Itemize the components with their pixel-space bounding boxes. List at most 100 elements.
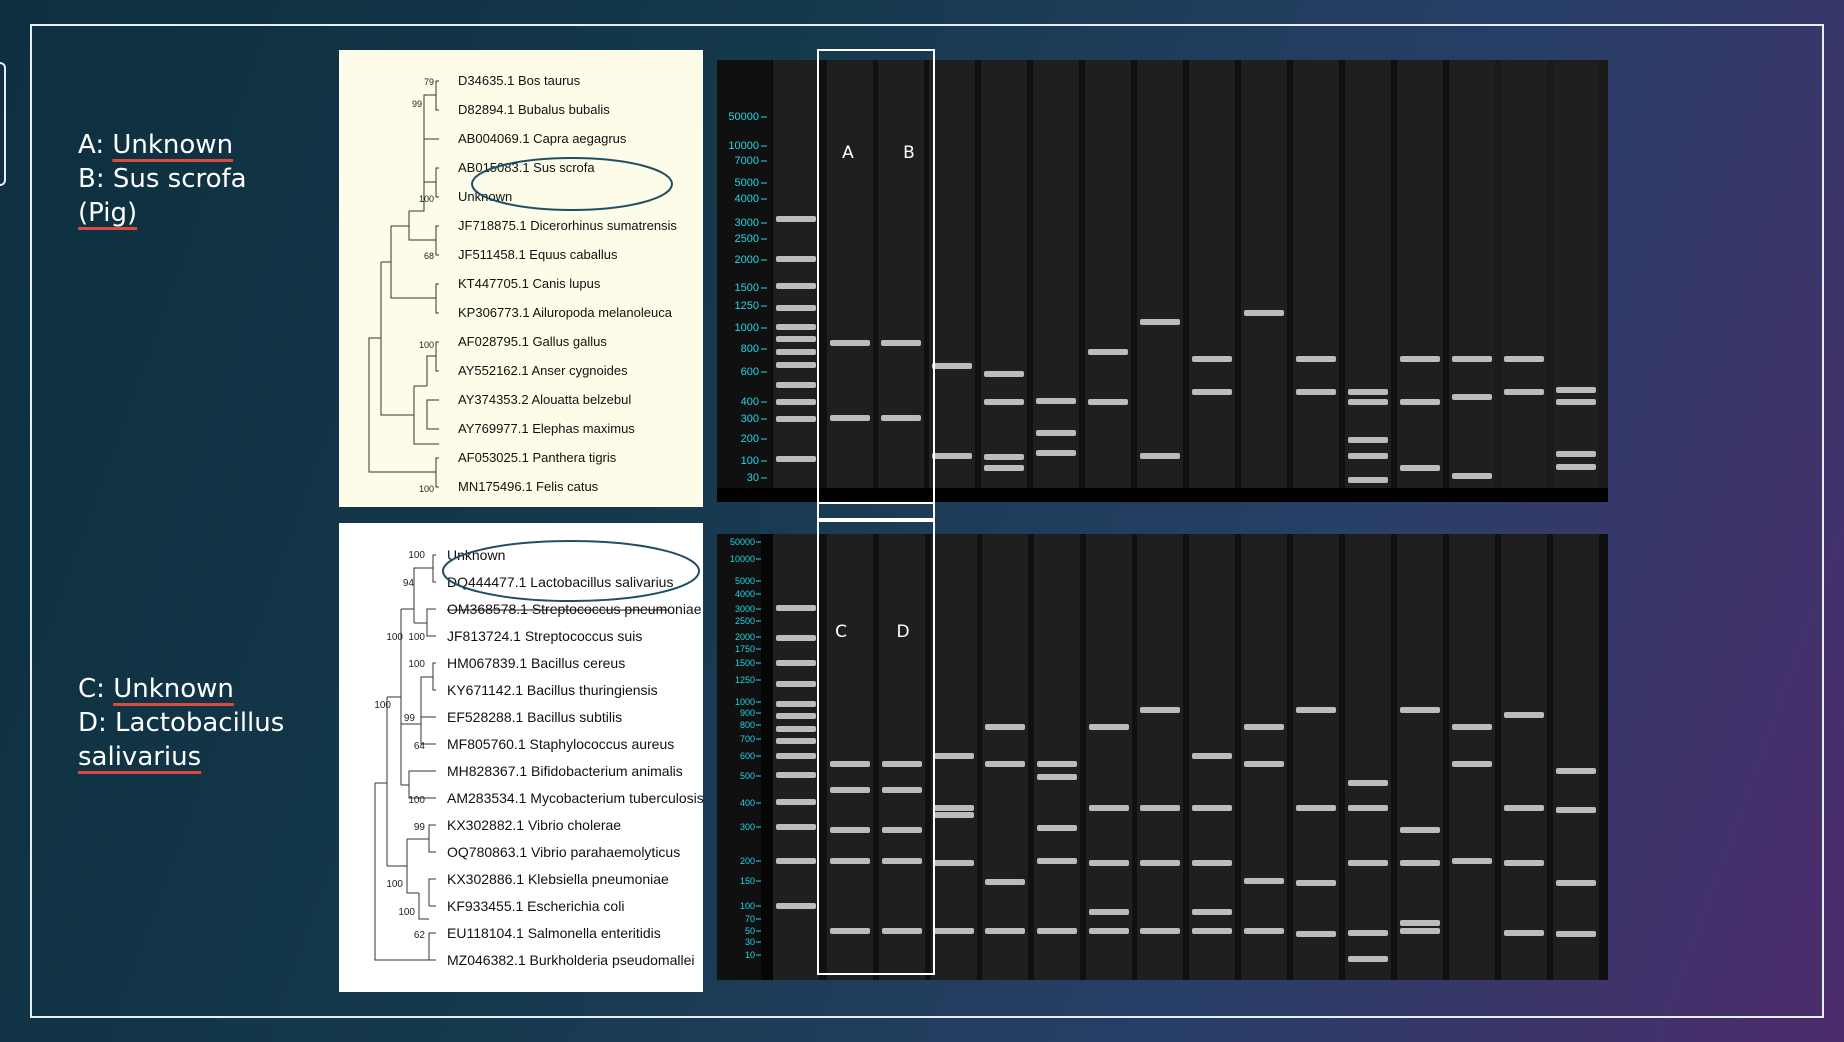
gel-band: [1400, 399, 1440, 405]
tree-bottom-leaf: KF933455.1 Escherichia coli: [447, 898, 624, 914]
gel-band: [776, 216, 816, 222]
gel-band: [1504, 356, 1544, 362]
gel-band: [776, 753, 816, 759]
gel-band: [1089, 909, 1129, 915]
ladder-label: 1250: [735, 675, 755, 685]
ladder-label: 4000: [735, 193, 759, 205]
gel-band: [776, 256, 816, 262]
gel-lane: [982, 534, 1028, 980]
lane-letter-a: A: [842, 143, 854, 163]
gel-lane: [1345, 60, 1391, 488]
side-tab: [0, 62, 6, 186]
gel-band: [1400, 928, 1440, 934]
tree-bottom-leaf: DQ444477.1 Lactobacillus salivarius: [447, 574, 673, 590]
ladder-label: 50000: [728, 111, 759, 123]
tree-bottom-leaf: OQ780863.1 Vibrio parahaemolyticus: [447, 844, 680, 860]
ladder-label: 2500: [735, 233, 759, 245]
tree-bottom-bootstrap: 100: [374, 700, 391, 711]
gel-band: [1348, 389, 1388, 395]
gel-band: [776, 305, 816, 311]
ladder-label: 5000: [735, 177, 759, 189]
tree-bottom-bootstrap: 99: [404, 713, 416, 724]
tree-bottom-svg: Unknown DQ444477.1 Lactobacillus salivar…: [374, 540, 703, 968]
tree-bottom-bootstrap: 100: [408, 632, 425, 643]
gel-band: [776, 324, 816, 330]
tree-bottom-leaf: HM067839.1 Bacillus cereus: [447, 655, 625, 671]
gel-lane: [1553, 534, 1599, 980]
ladder-label: 100: [740, 901, 755, 911]
gel-lane: [929, 60, 975, 488]
gel-band: [934, 860, 974, 866]
tree-bottom-leaf: KX302886.1 Klebsiella pneumoniae: [447, 871, 669, 887]
gel-band: [984, 454, 1024, 460]
gel-band: [881, 415, 921, 421]
gel-band: [776, 283, 816, 289]
gel-band: [1452, 761, 1492, 767]
gel-band: [776, 382, 816, 388]
gel-lane: [1397, 534, 1443, 980]
caption-line-d: D: Lactobacillus: [78, 708, 285, 738]
gel-lane: [1449, 60, 1495, 488]
gel-band: [1296, 356, 1336, 362]
gel-band: [1037, 774, 1077, 780]
gel-band: [1244, 878, 1284, 884]
gel-band: [932, 453, 972, 459]
highlight-box-bottom: [817, 520, 935, 975]
gel-band: [882, 787, 922, 793]
gel-band: [830, 787, 870, 793]
gel-band: [1348, 860, 1388, 866]
gel-band: [1556, 451, 1596, 457]
tree-bottom-leaf: EU118104.1 Salmonella enteritidis: [447, 925, 661, 941]
gel-band: [1088, 349, 1128, 355]
gel-lane: [1449, 534, 1495, 980]
ladder-label: 1250: [735, 300, 759, 312]
ladder-label: 30: [747, 472, 759, 484]
gel-band: [1348, 780, 1388, 786]
gel-band: [1192, 389, 1232, 395]
tree-bottom-leaf: MZ046382.1 Burkholderia pseudomallei: [447, 952, 694, 968]
ladder-label: 600: [740, 751, 755, 761]
tree-bottom-leaf: MF805760.1 Staphylococcus aureus: [447, 736, 674, 752]
gel-band: [776, 701, 816, 707]
slide-frame: [30, 24, 1824, 1018]
gel-band: [776, 660, 816, 666]
tree-bottom-bootstrap: 100: [408, 550, 425, 561]
ladder-label: 30: [745, 937, 755, 947]
gel-lane: [1137, 534, 1183, 980]
gel-band: [934, 753, 974, 759]
tree-bottom-bootstrap: 100: [408, 659, 425, 670]
tree-bottom-leaf: EF528288.1 Bacillus subtilis: [447, 709, 622, 725]
tree-bottom-bootstrap: 100: [408, 795, 425, 806]
gel-band: [1244, 928, 1284, 934]
lane-letter-c: C: [835, 622, 847, 642]
gel-band: [1192, 909, 1232, 915]
ladder-label: 200: [741, 433, 759, 445]
gel-band: [1348, 477, 1388, 483]
highlight-box-connector: [817, 504, 935, 520]
highlight-ellipse: [471, 157, 673, 211]
ladder-label: 5000: [735, 576, 755, 586]
gel-band: [1036, 398, 1076, 404]
gel-band: [1452, 356, 1492, 362]
gel-lane: [827, 534, 873, 980]
tree-top-leaf: AY769977.1 Elephas maximus: [458, 421, 635, 436]
gel-band: [1296, 707, 1336, 713]
ladder-label: 300: [741, 413, 759, 425]
gel-band: [1296, 389, 1336, 395]
gel-lane: [1086, 534, 1132, 980]
ladder-label: 1750: [735, 644, 755, 654]
gel-band: [1348, 930, 1388, 936]
ladder-label: 1000: [735, 697, 755, 707]
gel-band: [1504, 860, 1544, 866]
gel-band: [1140, 928, 1180, 934]
highlight-ellipse: [442, 540, 700, 602]
ladder-label: 3000: [735, 604, 755, 614]
tree-top-bootstrap: 68: [424, 251, 434, 261]
tree-bottom-leaf: Unknown: [447, 547, 505, 563]
gel-band: [882, 928, 922, 934]
gel-band: [1244, 310, 1284, 316]
gel-band: [1089, 928, 1129, 934]
ladder-label: 7000: [735, 155, 759, 167]
gel-band: [1452, 394, 1492, 400]
gel-band: [1037, 761, 1077, 767]
